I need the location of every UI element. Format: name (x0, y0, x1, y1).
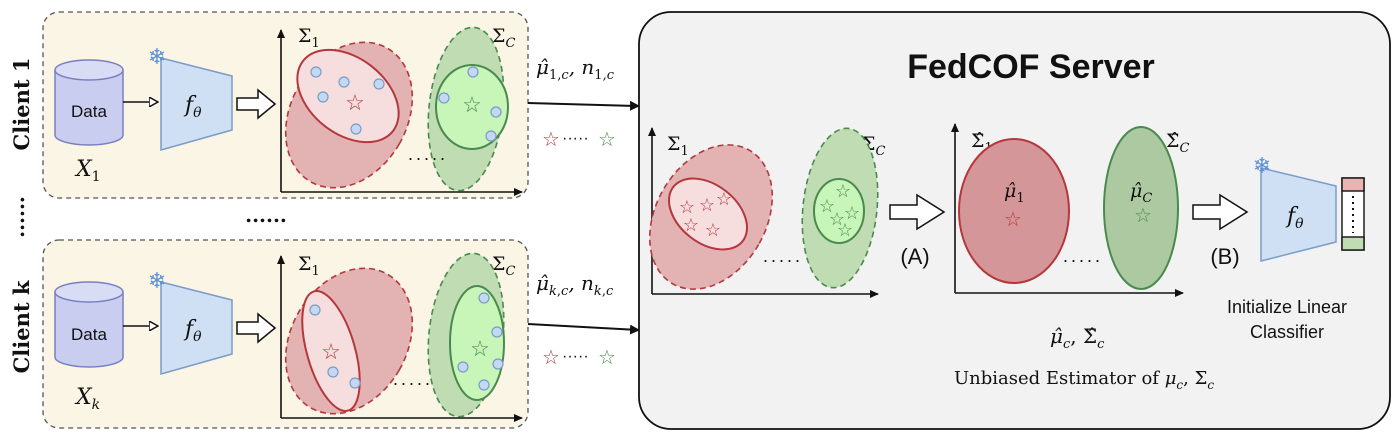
init-classifier-line-2: Classifier (1250, 322, 1324, 342)
server-panel: FedCOF Server Σ1 ΣC ☆ ☆ ☆☆ ☆ ☆☆ ☆☆☆ ..... (A… (638, 11, 1391, 430)
init-classifier-line-1: Initialize Linear (1227, 297, 1347, 317)
class-c-mean-star: ☆ (1134, 205, 1152, 227)
step-a-label: (A) (900, 244, 929, 269)
frozen-snowflake-icon: ❄ (1253, 153, 1271, 178)
step-b-label: (B) (1210, 244, 1239, 269)
class-1-mean-star: ☆ (1004, 209, 1022, 231)
client-k-label: Client k (9, 280, 34, 373)
red-star-icon: ☆ (542, 347, 560, 369)
svg-text:☆: ☆ (819, 196, 835, 216)
class-c-mean-star: ☆ (470, 336, 490, 361)
client-1-label: Client 1 (9, 58, 34, 151)
class-1-local-ellipse (668, 177, 748, 251)
estimator-caption: Unbiased Estimator of μc, Σc (954, 368, 1214, 392)
linear-classifier-icon (1341, 177, 1365, 251)
block-arrow-a-icon (889, 193, 946, 231)
class-1-estimated-ellipse (958, 138, 1070, 284)
plot-dots: ..... (1063, 246, 1103, 266)
client-1-dataset-label: X1 (74, 157, 101, 185)
class-c-local-ellipse (813, 178, 865, 244)
svg-text:☆: ☆ (829, 209, 845, 229)
block-arrow-b-icon (1192, 193, 1249, 231)
green-star-icon: ☆ (598, 347, 616, 369)
class-1-local-ellipse (301, 290, 361, 412)
data-cylinder-icon (54, 59, 124, 146)
sample-points (310, 66, 502, 142)
frozen-snowflake-icon: ❄ (148, 268, 166, 293)
svg-text:☆: ☆ (835, 181, 851, 201)
server-title: FedCOF Server (907, 48, 1155, 86)
model-trapezoid (160, 57, 233, 151)
clients-horizontal-dots: ...... (245, 203, 287, 227)
red-star-icon: ☆ (542, 129, 560, 151)
client-1-message: μ̂1,c, n1,c (536, 55, 615, 83)
estimates-label: μ̂c, Σ̂c (1050, 324, 1105, 352)
svg-text:☆: ☆ (837, 220, 853, 240)
frozen-snowflake-icon: ❄ (148, 44, 166, 69)
class-c-estimated-ellipse (1103, 126, 1179, 290)
client-k-panel: Client k Data Xk ❄ fθ Σ1 ΣC ☆ ☆ ..... μ̂… (9, 239, 640, 429)
model-trapezoid (160, 281, 233, 375)
plot-dots: ..... (408, 144, 448, 164)
client-1-to-server-arrow (527, 100, 640, 111)
data-cylinder-icon (54, 281, 124, 368)
block-arrow-icon (236, 312, 277, 344)
client-k-dataset-label: Xk (74, 385, 100, 413)
class-c-mean-star: ☆ (462, 92, 482, 117)
class-c-local-ellipse (435, 64, 509, 150)
star-dots: ····· (562, 348, 589, 365)
sample-points (309, 292, 504, 391)
plot-dots: ..... (763, 246, 803, 266)
svg-text:☆: ☆ (716, 189, 732, 209)
aggregated-green-stars: ☆☆ ☆☆☆ (819, 181, 860, 240)
plot-dots: ..... (393, 369, 433, 389)
svg-text:☆: ☆ (679, 197, 695, 217)
clients-vertical-dots: ...... (5, 196, 29, 238)
class-1-mean-star: ☆ (345, 90, 365, 115)
class-1-local-ellipse (296, 48, 400, 144)
aggregated-red-stars: ☆ ☆ ☆☆ ☆ (679, 189, 732, 240)
client-k-to-server-arrow (527, 323, 640, 335)
star-dots: ····· (562, 130, 589, 147)
class-1-mean-star: ☆ (321, 339, 341, 364)
green-star-icon: ☆ (598, 129, 616, 151)
svg-text:☆: ☆ (844, 203, 860, 223)
data-label: Data (71, 325, 107, 344)
data-label: Data (71, 102, 107, 121)
client-k-message: μ̂k,c, nk,c (536, 271, 614, 299)
svg-text:☆: ☆ (699, 195, 715, 215)
svg-text:☆: ☆ (683, 215, 699, 235)
block-arrow-icon (236, 88, 277, 120)
server-model-trapezoid (1260, 167, 1337, 262)
client-1-panel: Client 1 Data X1 ❄ fθ Σ1 ΣC ☆ (9, 11, 640, 199)
svg-text:☆: ☆ (705, 220, 721, 240)
